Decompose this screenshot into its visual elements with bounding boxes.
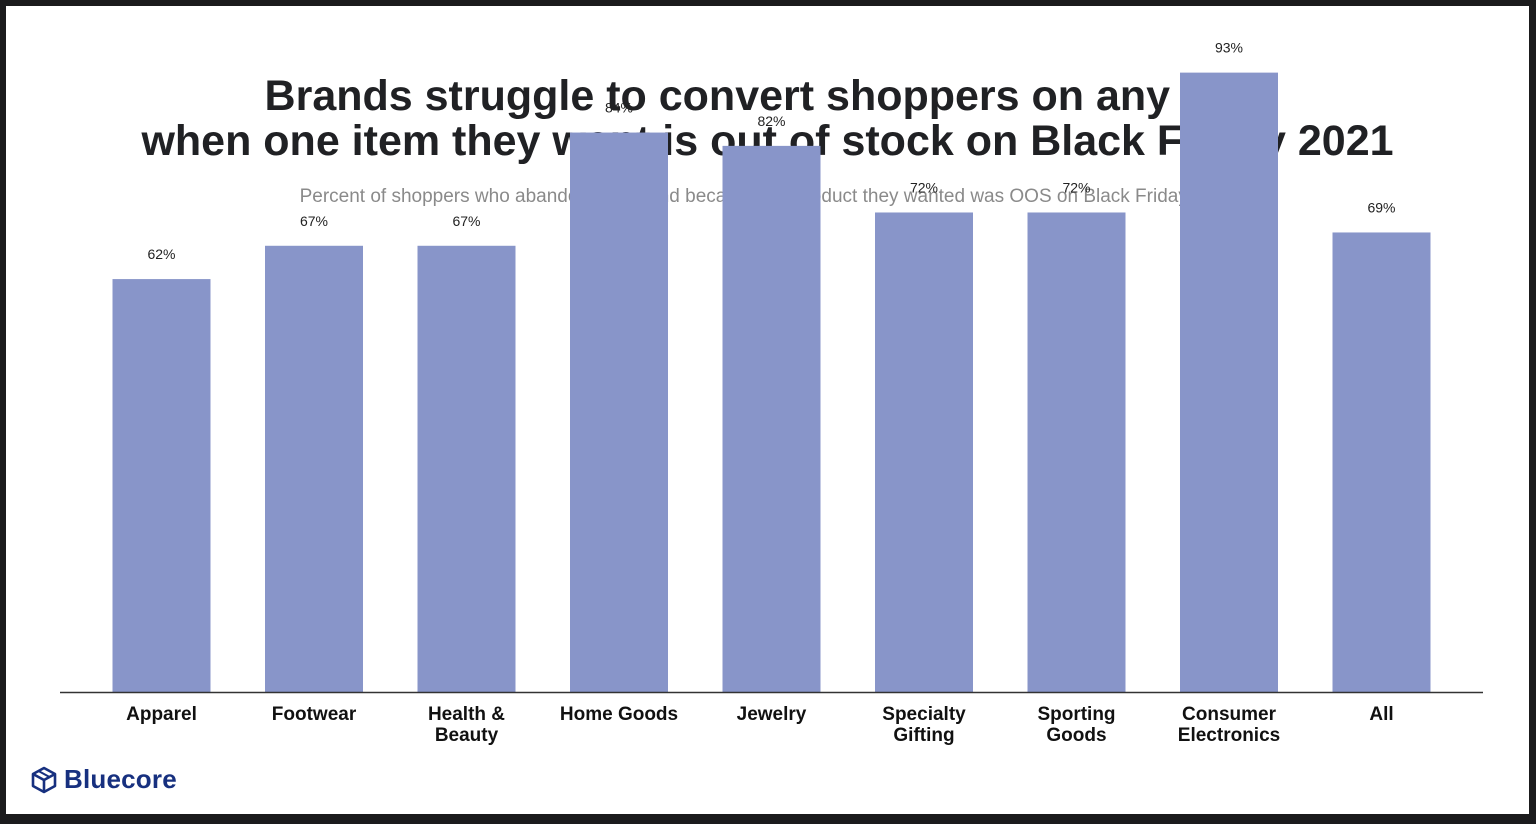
x-tick-label-0: Apparel: [126, 704, 197, 725]
x-tick-label-line: Specialty: [882, 704, 966, 725]
data-label-6: 72%: [1062, 179, 1090, 195]
x-tick-label-line: Electronics: [1178, 725, 1280, 746]
x-tick-label-5: Specialty Gifting: [882, 704, 966, 746]
x-tick-label-line: Consumer: [1182, 704, 1277, 725]
data-label-3: 84%: [605, 100, 633, 116]
chart-canvas: Brands struggle to convert shoppers on a…: [6, 6, 1529, 814]
bar-7: [1180, 72, 1278, 693]
x-tick-label-line: Goods: [1046, 725, 1106, 746]
x-tick-label-line: Sporting: [1037, 704, 1115, 725]
data-label-5: 72%: [910, 179, 938, 195]
bar-1: [265, 245, 363, 692]
x-tick-label-line: Beauty: [435, 725, 499, 746]
x-tick-label-line: Footwear: [272, 704, 357, 725]
x-tick-label-4: Jewelry: [737, 704, 807, 725]
data-label-7: 93%: [1215, 40, 1243, 56]
brand-logo-text: Bluecore: [64, 764, 177, 794]
x-tick-label-1: Footwear: [272, 704, 357, 725]
x-tick-label-6: Sporting Goods: [1037, 704, 1115, 746]
bar-8: [1332, 232, 1431, 692]
x-tick-label-line: Apparel: [126, 704, 197, 725]
chart-title-line-1: Brands struggle to convert shoppers on a…: [264, 72, 1271, 120]
x-tick-label-line: Health &: [428, 704, 505, 725]
bar-6: [1027, 212, 1126, 693]
data-label-1: 67%: [300, 213, 328, 229]
x-tick-label-7: Consumer Electronics: [1178, 704, 1280, 746]
bar-0: [112, 279, 211, 692]
x-tick-label-2: Health & Beauty: [428, 704, 505, 746]
x-tick-label-3: Home Goods: [560, 704, 678, 725]
bar-5: [875, 212, 973, 693]
bar-2: [417, 245, 516, 692]
brand-logo: Bluecore: [30, 764, 177, 795]
data-label-8: 69%: [1367, 199, 1395, 215]
bar-4: [722, 145, 821, 692]
x-tick-label-line: Home Goods: [560, 704, 678, 725]
bar-3: [570, 132, 668, 692]
x-tick-label-8: All: [1369, 704, 1393, 725]
data-label-4: 82%: [757, 113, 785, 129]
x-tick-label-line: Gifting: [893, 725, 954, 746]
x-tick-label-line: Jewelry: [737, 704, 807, 725]
data-label-0: 62%: [147, 246, 175, 262]
bluecore-cube-icon: [30, 766, 58, 794]
bar-chart: 62% Apparel 67% Footwear 67% Health & Beauty 84…: [60, 40, 1483, 746]
x-tick-label-line: All: [1369, 704, 1393, 725]
data-label-2: 67%: [452, 213, 480, 229]
